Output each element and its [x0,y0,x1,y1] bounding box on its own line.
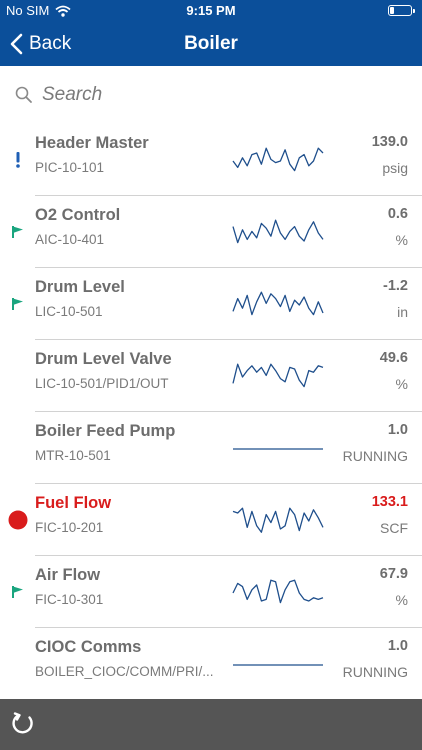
item-tag: LIC-10-501/PID1/OUT [35,376,169,391]
battery-level [390,7,395,14]
status-bar: No SIM 9:15 PM [0,0,422,22]
item-unit: SCF [380,520,408,536]
item-value: 139.0 [371,134,408,150]
alarm-dot-icon [8,510,27,529]
item-value: 49.6 [379,350,408,366]
search-icon [15,86,32,103]
flag-icon [11,585,23,598]
list-item[interactable]: O2 Control AIC-10-401 0.6% [11,196,422,268]
chevron-left-icon [10,33,23,55]
item-name: Drum Level [35,278,125,296]
list-item[interactable]: Fuel Flow FIC-10-201 133.1 SCF [8,484,422,556]
sparkline-chart [232,147,324,172]
list-item[interactable]: Drum Level LIC-10-501 -1.2 in [11,268,422,340]
item-value: 0.6 [387,206,408,222]
item-value: -1.2 [383,278,408,294]
item-unit: % [395,232,408,248]
row-marker [0,628,35,699]
sparkline-trend [232,219,324,244]
tag-list: Header Master PIC-10-101 139.0 psig O2 Contr… [0,124,422,700]
sparkline-chart [232,507,324,533]
exclamation-icon [15,151,20,168]
item-tag: BOILER_CIOC/COMM/PRI/... [35,664,214,679]
sparkline-chart [232,219,324,244]
row-marker [0,196,35,267]
sparkline-chart [233,664,323,666]
item-tag: AIC-10-401 [35,232,105,247]
item-tag: MTR-10-501 [35,448,111,463]
list-item[interactable]: Air Flow FIC-10-301 67.9% [11,556,422,628]
flag-icon [11,297,23,310]
carrier-group: No SIM [6,3,71,18]
list-item[interactable]: Drum Level Valve LIC-10-501/PID1/OUT 49.6% [35,340,422,412]
item-value: 1.0 [387,422,408,438]
sparkline-chart [233,448,323,450]
sparkline-trend [232,363,324,388]
item-name: O2 Control [35,206,121,224]
item-unit: RUNNING [342,448,408,464]
battery-icon [388,5,415,16]
item-name: Air Flow [35,566,101,584]
row-marker [0,484,35,555]
item-name: Boiler Feed Pump [35,422,176,440]
item-value: 133.1 [371,494,408,510]
search-bar [0,66,422,124]
item-value: 1.0 [387,638,408,654]
sparkline-chart [232,579,324,604]
flag-icon [11,225,23,238]
item-unit: RUNNING [342,664,408,680]
row-marker [0,124,35,195]
search-input[interactable] [40,83,404,107]
carrier-label: No SIM [6,3,50,18]
item-value: 67.9 [379,566,408,582]
row-marker [0,556,35,627]
item-name: CIOC Comms [35,638,142,656]
sparkline-trend [232,579,324,604]
refresh-icon[interactable] [9,710,37,738]
row-marker [0,340,35,411]
row-marker [0,268,35,339]
item-name: Fuel Flow [35,494,112,512]
list-item[interactable]: CIOC Comms BOILER_CIOC/COMM/PRI/... 1.0 RUN… [35,628,422,700]
row-marker [0,412,35,483]
item-tag: FIC-10-201 [35,520,104,535]
item-tag: LIC-10-501 [35,304,103,319]
item-unit: in [397,304,408,320]
list-item[interactable]: Boiler Feed Pump MTR-10-501 1.0 RUNNING [35,412,422,484]
sparkline-trend [232,147,324,172]
item-tag: FIC-10-301 [35,592,104,607]
sparkline-chart [232,363,324,388]
list-item[interactable]: Header Master PIC-10-101 139.0 psig [15,124,422,196]
item-tag: PIC-10-101 [35,160,105,175]
sparkline-trend [232,507,324,533]
back-label: Back [29,33,72,54]
item-unit: % [395,376,408,392]
wifi-icon [55,5,71,17]
status-time: 9:15 PM [186,3,236,18]
sparkline-trend [232,291,324,316]
item-name: Drum Level Valve [35,350,172,368]
nav-bar: Back Boiler [0,22,422,66]
sparkline-chart [232,291,324,316]
item-unit: % [395,592,408,608]
item-name: Header Master [35,134,149,152]
back-button[interactable]: Back [10,22,71,66]
bottom-toolbar [0,699,422,750]
item-unit: psig [382,160,408,176]
